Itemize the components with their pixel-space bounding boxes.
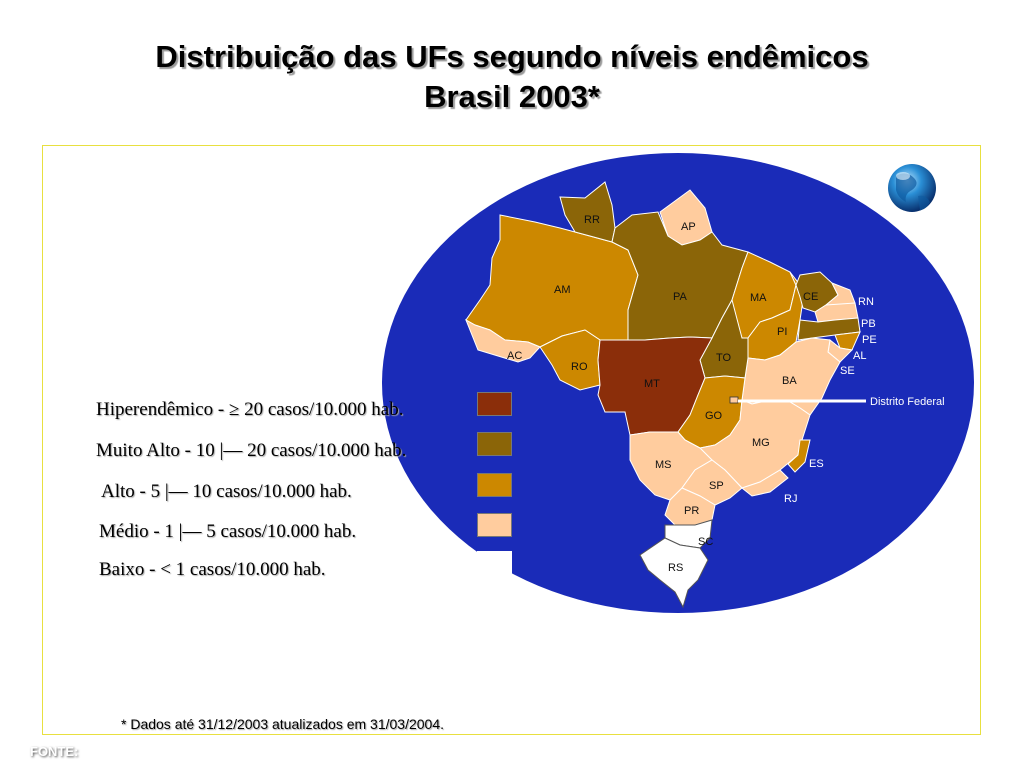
- state-rs: [639, 537, 709, 609]
- label-se: SE: [840, 365, 855, 377]
- state-rj: [740, 469, 789, 497]
- legend-swatch-muito-alto: [477, 432, 512, 456]
- label-rr: RR: [584, 214, 600, 226]
- page-subtitle: Brasil 2003*: [424, 79, 600, 114]
- globe-icon: [888, 164, 936, 212]
- legend-label-medio: Médio - 1 |— 5 casos/10.000 hab.: [99, 521, 357, 542]
- label-ce: CE: [803, 291, 818, 303]
- legend-label-baixo: Baixo - < 1 casos/10.000 hab.: [99, 559, 326, 580]
- label-rj: RJ: [784, 493, 797, 505]
- label-to: TO: [716, 352, 732, 364]
- legend-swatch-alto: [477, 473, 512, 497]
- label-sp: SP: [709, 480, 724, 492]
- label-ma: MA: [750, 292, 767, 304]
- label-ap: AP: [681, 221, 696, 233]
- label-es: ES: [809, 458, 824, 470]
- label-sc: SC: [698, 536, 713, 548]
- label-rn: RN: [858, 296, 874, 308]
- legend-swatch-baixo: [477, 551, 512, 575]
- footnote: * Dados até 31/12/2003 atualizados em 31…: [121, 716, 445, 732]
- legend-label-hiper: Hiperendêmico - ≥ 20 casos/10.000 hab.: [96, 399, 404, 420]
- legend-label-alto: Alto - 5 |— 10 casos/10.000 hab.: [101, 481, 352, 502]
- state-es: [787, 439, 811, 473]
- map-frame: [42, 145, 981, 735]
- legend-label-muito-alto: Muito Alto - 10 |— 20 casos/10.000 hab.: [96, 440, 407, 461]
- label-go: GO: [705, 410, 723, 422]
- label-am: AM: [554, 284, 571, 296]
- label-rs: RS: [668, 562, 683, 574]
- label-mt: MT: [644, 378, 660, 390]
- label-ac: AC: [507, 350, 522, 362]
- label-pr: PR: [684, 505, 699, 517]
- df-marker: [729, 396, 739, 404]
- label-df: Distrito Federal: [870, 396, 945, 408]
- label-ba: BA: [782, 375, 797, 387]
- label-pi: PI: [777, 326, 787, 338]
- page-title: Distribuição das UFs segundo níveis endê…: [155, 39, 869, 74]
- label-al: AL: [853, 350, 866, 362]
- label-pe: PE: [862, 334, 877, 346]
- label-pa: PA: [673, 291, 688, 303]
- source-label: FONTE:: [30, 744, 79, 759]
- label-ro: RO: [571, 361, 588, 373]
- legend-swatch-hiper: [477, 392, 512, 416]
- label-pb: PB: [861, 318, 876, 330]
- label-mg: MG: [752, 437, 770, 449]
- legend-swatch-medio: [477, 513, 512, 537]
- label-ms: MS: [655, 459, 672, 471]
